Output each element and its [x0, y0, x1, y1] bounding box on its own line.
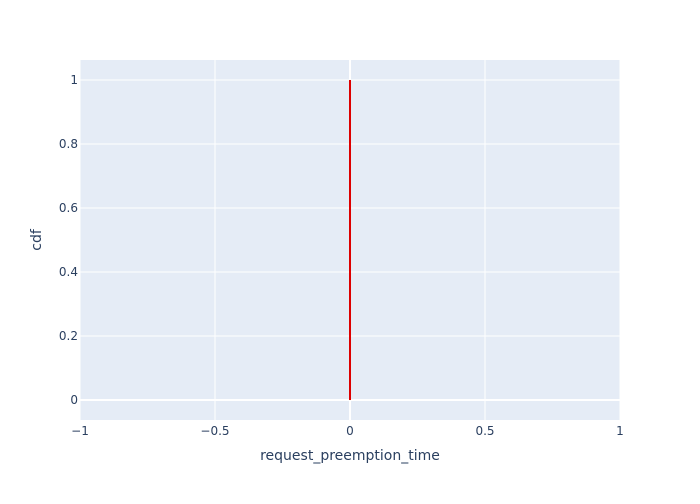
x-tick-label: 1	[616, 424, 624, 438]
x-axis-title: request_preemption_time	[260, 448, 440, 464]
y-axis-title: cdf	[29, 228, 45, 251]
y-tick-label: 0.6	[59, 201, 78, 215]
x-tick-label: −0.5	[200, 424, 229, 438]
x-axis-ticks: −1 −0.5 0 0.5 1	[71, 424, 624, 438]
y-axis-ticks: 0 0.2 0.4 0.6 0.8 1	[59, 73, 78, 407]
y-tick-label: 0.2	[59, 329, 78, 343]
x-tick-label: 0.5	[475, 424, 494, 438]
x-tick-label: 0	[346, 424, 354, 438]
y-tick-label: 1	[70, 73, 78, 87]
y-tick-label: 0.8	[59, 137, 78, 151]
y-tick-label: 0.4	[59, 265, 78, 279]
y-tick-label: 0	[70, 393, 78, 407]
x-tick-label: −1	[71, 424, 89, 438]
